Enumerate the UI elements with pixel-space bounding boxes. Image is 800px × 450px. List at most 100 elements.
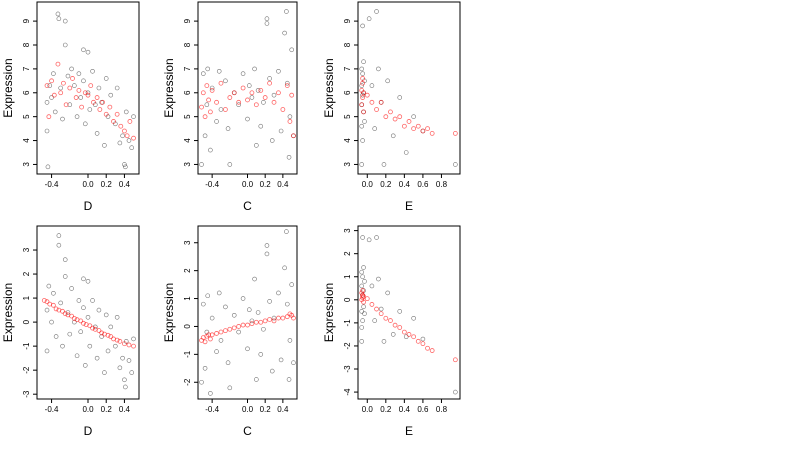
x-tick-label: 0.6 (417, 180, 429, 189)
data-point (49, 319, 54, 325)
data-point (123, 109, 129, 115)
y-tick-label: 8 (343, 42, 352, 47)
data-point (71, 316, 77, 321)
data-point (103, 111, 109, 117)
data-point (236, 99, 242, 105)
data-point (122, 341, 127, 347)
x-axis-title: E (405, 199, 413, 213)
data-point (362, 119, 367, 124)
data-point (249, 90, 255, 96)
y-tick-label: 4 (22, 138, 31, 143)
data-point (360, 76, 366, 81)
data-point (359, 123, 365, 129)
data-point (359, 162, 365, 167)
red-series (359, 288, 458, 363)
data-point (231, 90, 237, 96)
y-tick-label: 8 (183, 42, 192, 47)
data-point (202, 114, 208, 120)
y-tick-label: -2 (343, 342, 352, 350)
data-point (53, 334, 59, 339)
data-point (122, 377, 127, 383)
data-point (208, 147, 213, 153)
data-point (269, 138, 275, 143)
data-point (56, 233, 62, 238)
data-point (249, 321, 255, 327)
data-point (49, 95, 54, 100)
data-point (361, 304, 366, 310)
data-point (452, 130, 458, 136)
data-point (99, 330, 105, 336)
data-point (201, 301, 206, 307)
data-point (56, 16, 62, 22)
data-point (246, 83, 252, 88)
data-point (261, 100, 266, 105)
data-point (107, 104, 113, 110)
data-point (105, 332, 111, 338)
data-point (278, 128, 284, 134)
x-axis-title: E (405, 424, 413, 438)
data-point (383, 114, 389, 120)
data-point (361, 293, 366, 299)
data-point (44, 348, 50, 354)
x-axis-title: D (84, 424, 93, 438)
data-point (362, 311, 367, 316)
y-axis-title: Expression (162, 58, 176, 117)
data-point (73, 95, 79, 100)
data-point (62, 274, 68, 279)
data-point (223, 107, 228, 112)
data-point (397, 95, 403, 100)
data-point (425, 345, 430, 351)
data-point (108, 324, 114, 330)
data-point (105, 348, 111, 354)
data-point (360, 95, 366, 100)
data-point (360, 23, 365, 29)
data-point (254, 143, 259, 148)
data-point (374, 235, 379, 240)
data-point (65, 310, 71, 315)
data-point (258, 87, 264, 93)
data-point (76, 71, 82, 76)
data-point (102, 143, 107, 148)
y-axis-title: Expression (1, 58, 15, 117)
x-tick-label: 0.4 (399, 180, 411, 189)
data-point (65, 73, 71, 79)
data-point (236, 329, 241, 335)
data-point (406, 332, 412, 337)
data-point (359, 66, 365, 72)
data-point (85, 92, 91, 98)
data-point (114, 337, 120, 343)
data-point (94, 95, 100, 100)
data-point (282, 265, 287, 271)
data-point (392, 116, 398, 122)
data-point (359, 102, 365, 108)
x-tick-label: 0.4 (119, 405, 131, 414)
data-point (453, 389, 458, 395)
data-point (81, 78, 86, 84)
data-point (390, 332, 396, 337)
data-point (218, 80, 224, 86)
plot-frame (197, 225, 298, 400)
y-tick-label: 3 (343, 162, 352, 167)
data-point (360, 92, 365, 98)
data-point (359, 283, 365, 289)
data-point (411, 334, 417, 340)
data-point (369, 83, 375, 88)
data-point (452, 357, 458, 363)
data-point (360, 318, 365, 323)
data-point (70, 76, 75, 81)
data-point (62, 18, 68, 24)
x-tick-label: 0.2 (380, 180, 392, 189)
data-point (108, 92, 114, 98)
y-tick-label: 7 (22, 66, 31, 71)
data-point (245, 97, 250, 103)
data-point (209, 315, 215, 321)
y-tick-label: 6 (343, 90, 352, 95)
y-tick-label: 2 (22, 271, 31, 276)
data-point (276, 290, 281, 296)
plot-frame (357, 225, 461, 400)
y-tick-label: 7 (343, 66, 352, 71)
plot-frame (357, 1, 461, 175)
plot-frame (197, 1, 298, 175)
data-point (289, 282, 294, 287)
